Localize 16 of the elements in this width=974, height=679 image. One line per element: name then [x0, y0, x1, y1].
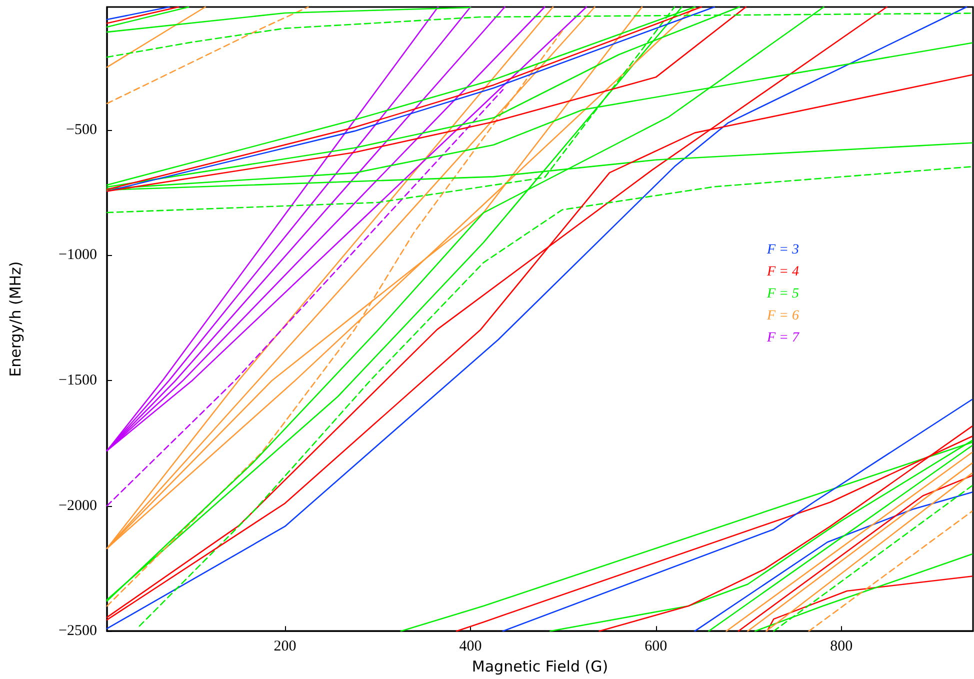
- y-tick-label: −2500: [58, 623, 97, 640]
- text: F = 6: [766, 308, 799, 324]
- x-tick-label: 400: [459, 638, 482, 655]
- y-tick-label: −1000: [58, 247, 97, 264]
- x-tick-label: 800: [830, 638, 853, 655]
- y-tick-label: −500: [66, 122, 97, 138]
- x-tick-label: 200: [274, 638, 296, 655]
- text: F = 7: [766, 330, 800, 346]
- x-axis-title: Magnetic Field (G): [472, 658, 608, 676]
- text: F = 4: [766, 264, 799, 280]
- y-tick-label: −1500: [58, 372, 97, 388]
- y-axis-title: Energy/h (MHz): [6, 261, 24, 377]
- x-tick-label: 600: [644, 638, 668, 655]
- text: F = 3: [766, 242, 799, 258]
- text: F = 5: [766, 286, 799, 302]
- y-tick-label: −2000: [58, 498, 97, 514]
